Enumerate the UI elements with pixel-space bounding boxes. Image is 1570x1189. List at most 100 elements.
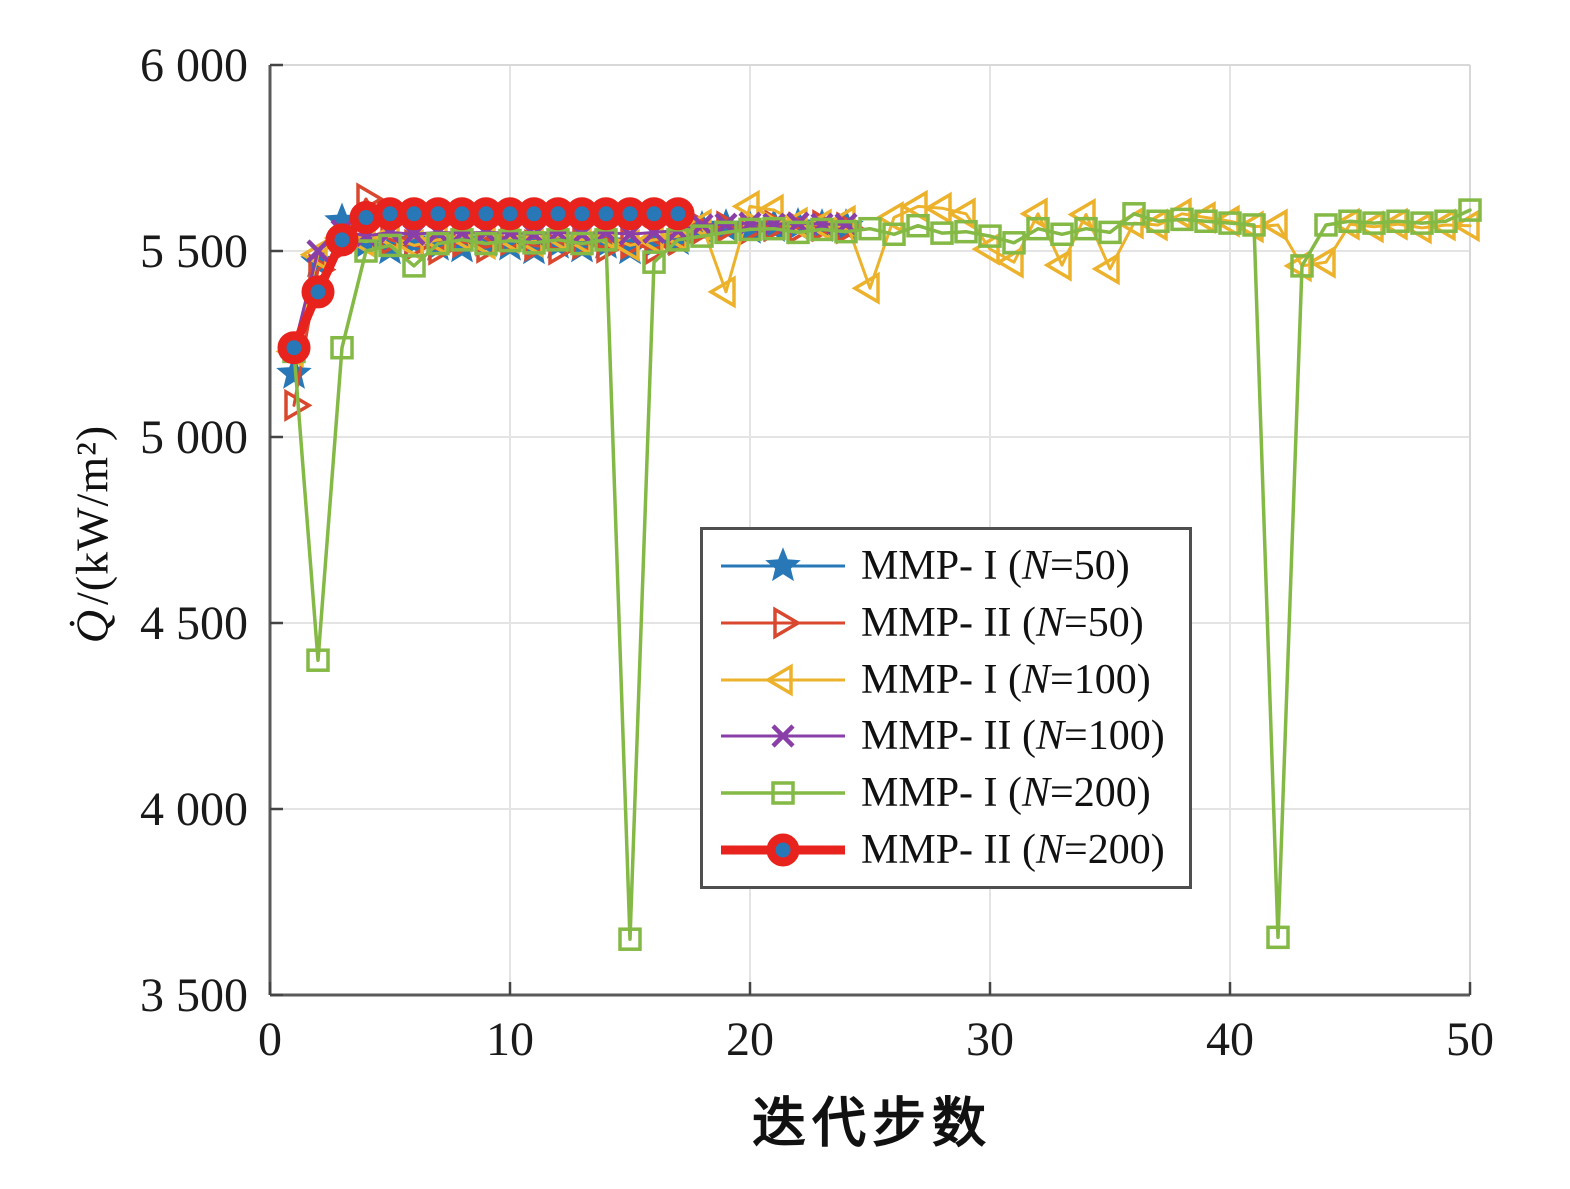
square-marker [1074, 216, 1098, 241]
x-tick-label: 40 [1206, 1013, 1254, 1066]
square-marker [378, 233, 402, 258]
square-marker [834, 219, 858, 244]
triangle-left-marker [1043, 248, 1072, 282]
square-marker [1194, 209, 1218, 233]
square-marker [426, 231, 450, 256]
square-marker [1362, 211, 1386, 235]
legend-item-mmp-ii-n-100: MMP- II (N=100) [717, 710, 1181, 762]
square-marker [570, 231, 594, 256]
square-marker [1050, 222, 1074, 247]
triangle-left-marker [1067, 197, 1096, 232]
x-tick-label: 10 [486, 1013, 534, 1066]
square-marker [906, 213, 930, 238]
square-marker [522, 231, 546, 255]
square-marker [882, 222, 906, 247]
square-marker [1026, 216, 1050, 241]
square-marker [306, 648, 330, 672]
x-tick-label: 30 [966, 1013, 1014, 1066]
square-marker [954, 219, 978, 244]
triangle-left-marker [755, 193, 784, 227]
x-tick-label: 50 [1446, 1013, 1494, 1066]
triangle-left-marker [899, 189, 928, 223]
square-marker [930, 221, 954, 245]
circle-marker [766, 833, 800, 867]
square-marker [762, 216, 786, 241]
triangle-left-marker [731, 189, 760, 223]
y-tick-label: 4 500 [140, 597, 248, 650]
square-marker [1410, 211, 1434, 235]
square-marker [690, 224, 714, 248]
x-tick-label: 0 [258, 1013, 282, 1066]
x-marker [306, 239, 330, 263]
square-marker [858, 216, 882, 241]
legend-marker-sample [721, 833, 845, 867]
circle-marker [325, 223, 359, 257]
square-marker [354, 239, 378, 263]
legend-marker-sample [721, 547, 845, 582]
square-marker [402, 254, 426, 278]
square-marker [1314, 213, 1338, 237]
square-marker [1002, 231, 1026, 255]
y-tick-label: 6 000 [140, 39, 248, 92]
square-marker [1338, 209, 1362, 233]
y-axis-label: Q̇/(kW/m²) [66, 425, 119, 643]
y-axis-symbol: Q̇ [66, 608, 118, 644]
triangle-left-marker [971, 232, 1000, 266]
square-marker [810, 217, 834, 242]
square-marker [1122, 202, 1146, 226]
triangle-left-marker [1283, 249, 1312, 283]
series-mmp-ii-n-200 [277, 197, 695, 365]
square-marker [642, 250, 666, 274]
square-marker [618, 927, 642, 951]
triangle-left-marker [1019, 197, 1048, 231]
circle-marker [301, 275, 335, 309]
legend-marker-sample [721, 781, 845, 805]
legend-item-mmp-ii-n-50: MMP- II (N=50) [717, 597, 1181, 649]
square-marker [1290, 254, 1314, 278]
triangle-left-marker [1307, 245, 1336, 279]
legend-label: MMP- I (N=50) [861, 543, 1130, 590]
x-axis-label: 迭代步数 [752, 1091, 992, 1155]
legend-label: MMP- II (N=50) [861, 599, 1144, 646]
triangle-left-marker [707, 275, 736, 309]
triangle-left-marker [1091, 252, 1120, 286]
legend-marker-sample [721, 724, 845, 748]
square-marker [474, 231, 498, 256]
y-tick-label: 5 500 [140, 225, 248, 278]
y-tick-label: 4 000 [140, 783, 248, 836]
square-marker [714, 220, 738, 245]
legend-item-mmp-i-n-100: MMP- I (N=100) [717, 654, 1181, 706]
legend-item-mmp-ii-n-200: MMP- II (N=200) [717, 824, 1181, 876]
triangle-right-marker [596, 230, 625, 264]
square-marker [1458, 198, 1482, 222]
x-marker [771, 724, 795, 748]
legend-item-mmp-i-n-200: MMP- I (N=200) [717, 767, 1181, 819]
tick-marks [268, 63, 1472, 997]
y-tick-label: 5 000 [140, 411, 248, 464]
circle-marker [277, 331, 311, 365]
square-marker [1242, 213, 1266, 237]
y-axis-units: /(kW/m²) [66, 424, 118, 605]
legend-label: MMP- I (N=100) [861, 656, 1151, 703]
legend-item-mmp-i-n-50: MMP- I (N=50) [717, 540, 1181, 592]
legend-label: MMP- II (N=100) [861, 713, 1165, 760]
series-line [292, 208, 1472, 941]
triangle-left-marker [995, 245, 1024, 279]
triangle-left-marker [923, 191, 952, 225]
y-tick-label: 3 500 [140, 969, 248, 1022]
square-marker [738, 217, 762, 242]
x-tick-label: 20 [726, 1013, 774, 1066]
series-mmp-i-n-200 [282, 198, 1482, 951]
star-marker [765, 547, 801, 582]
triangle-left-marker [764, 663, 793, 697]
triangle-right-marker [644, 232, 673, 266]
square-marker [1098, 220, 1122, 245]
square-marker [1266, 925, 1290, 950]
square-marker [1434, 209, 1458, 233]
square-marker [1218, 211, 1242, 235]
triangle-left-marker [1259, 208, 1288, 242]
legend-marker-sample [721, 606, 845, 640]
legend-label: MMP- II (N=200) [861, 826, 1165, 873]
